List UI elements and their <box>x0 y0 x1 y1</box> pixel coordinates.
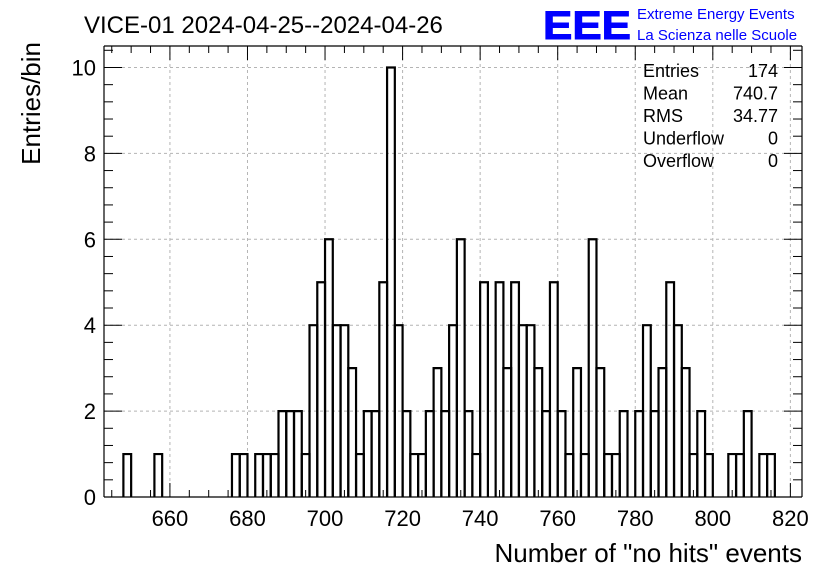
histogram-bin <box>533 367 544 497</box>
logo-line1: Extreme Energy Events <box>637 6 795 23</box>
histogram-bin <box>657 367 668 497</box>
histogram-bin <box>595 367 606 497</box>
histogram-bin <box>696 409 707 497</box>
x-tick-label: 740 <box>462 506 499 531</box>
logo-eee-text: EEE <box>543 4 631 48</box>
histogram-bin <box>766 452 776 497</box>
stats-label: Mean <box>643 84 688 104</box>
stats-value: 0 <box>768 129 778 149</box>
y-tick-label: 4 <box>84 313 96 338</box>
stats-label: Underflow <box>643 129 725 149</box>
y-tick-label: 6 <box>84 227 96 252</box>
histogram-bin <box>603 452 614 497</box>
tick-labels: 660 680 700 720 740 760 780 800 820 0 2 4 6 8 10 <box>72 55 809 531</box>
histogram-bin <box>432 367 443 497</box>
stats-value: 0 <box>768 151 778 171</box>
chart-title: VICE-01 2024-04-25--2024-04-26 <box>84 12 443 39</box>
stats-box: Entries 174 Mean 740.7 RMS 34.77 Underflow 0 Ove… <box>643 61 778 171</box>
histogram-bin <box>564 452 575 497</box>
histogram-bin <box>378 281 389 497</box>
histogram-bin <box>649 409 660 497</box>
histogram-bin <box>238 452 249 497</box>
histogram-bin <box>665 281 676 497</box>
histogram-bin <box>556 409 567 497</box>
histogram-bin <box>370 409 381 497</box>
histogram-bin <box>703 452 714 497</box>
histogram-bin <box>385 66 396 497</box>
stats-value: 34.77 <box>733 106 778 126</box>
histogram-bin <box>742 409 753 497</box>
y-axis-title: Entries/bin <box>16 42 46 165</box>
histogram-bin <box>634 409 645 497</box>
x-tick-label: 720 <box>384 506 421 531</box>
histogram-bin <box>153 452 164 497</box>
x-tick-label: 820 <box>772 506 809 531</box>
logo-line2: La Scienza nelle Scuole <box>637 27 797 44</box>
histogram-bin <box>354 452 365 497</box>
x-tick-label: 800 <box>694 506 731 531</box>
histogram-bin <box>362 409 373 497</box>
histogram-bin <box>424 409 435 497</box>
stats-label: Entries <box>643 61 699 81</box>
x-axis-title: Number of "no hits" events <box>495 538 803 568</box>
histogram-bin <box>401 409 412 497</box>
histogram-bin <box>758 452 769 497</box>
histogram-bin <box>122 452 133 497</box>
histogram-bin <box>269 452 280 497</box>
histogram-bin <box>463 409 474 497</box>
axes <box>103 45 803 498</box>
histogram-bars <box>122 66 776 497</box>
histogram-bin <box>292 409 303 497</box>
stats-value: 174 <box>748 61 778 81</box>
histogram-bin <box>680 367 691 497</box>
histogram-bin <box>494 281 505 497</box>
histogram-bin <box>285 409 296 497</box>
histogram-bin <box>230 452 241 497</box>
histogram-bin <box>548 281 559 497</box>
stats-value: 740.7 <box>733 84 778 104</box>
x-tick-label: 660 <box>152 506 189 531</box>
histogram-bin <box>734 452 745 497</box>
histogram-bin <box>409 452 420 497</box>
histogram-bin <box>316 281 327 497</box>
histogram-bin <box>572 367 583 497</box>
y-tick-label: 2 <box>84 399 96 424</box>
histogram-bin <box>587 238 598 497</box>
histogram-bin <box>254 452 265 497</box>
histogram-bin <box>277 409 288 497</box>
histogram-bin <box>579 452 590 497</box>
histogram-bin <box>347 367 358 497</box>
histogram-bin <box>541 409 552 497</box>
stats-label: Overflow <box>643 151 715 171</box>
y-tick-label: 8 <box>84 141 96 166</box>
x-tick-label: 700 <box>307 506 344 531</box>
x-tick-label: 680 <box>229 506 266 531</box>
histogram-bin <box>471 452 482 497</box>
histogram-bin <box>618 409 629 497</box>
histogram-bin <box>502 367 513 497</box>
x-tick-label: 760 <box>539 506 576 531</box>
y-tick-label: 0 <box>84 485 96 510</box>
histogram-bin <box>455 238 466 497</box>
y-tick-label: 10 <box>72 55 96 80</box>
stats-label: RMS <box>643 106 683 126</box>
histogram-bin <box>323 238 334 497</box>
histogram-bin <box>440 409 451 497</box>
histogram-bin <box>510 281 521 497</box>
eee-logo: EEE Extreme Energy Events La Scienza nel… <box>543 4 798 49</box>
x-tick-label: 780 <box>617 506 654 531</box>
histogram-bin <box>479 281 489 497</box>
